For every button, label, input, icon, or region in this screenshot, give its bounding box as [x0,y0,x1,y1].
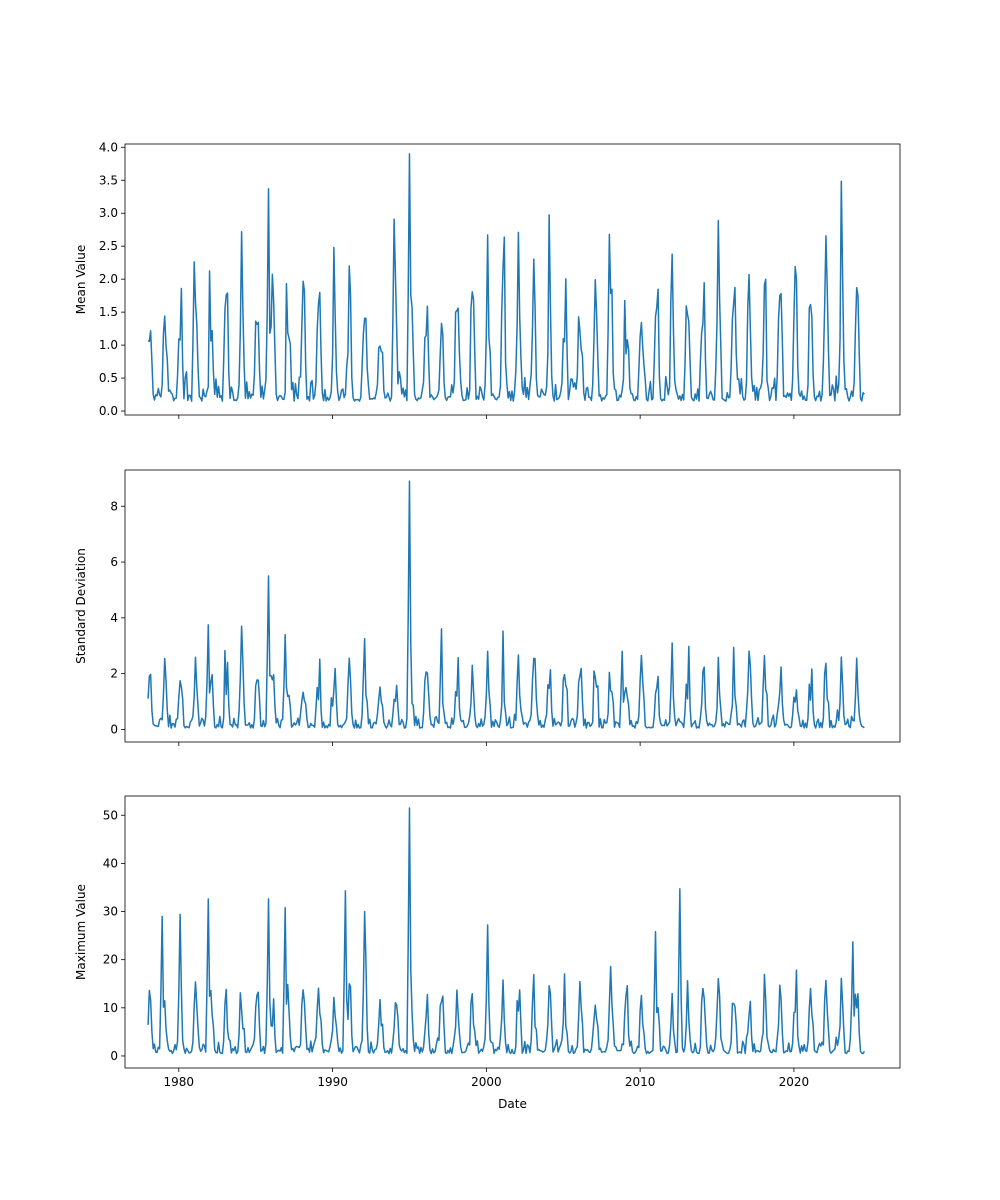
standard-deviation-axes-frame [124,469,901,743]
y-tick-label: 30 [103,905,118,919]
y-tick-label: 3.0 [99,206,118,220]
y-tick-label: 20 [103,953,118,967]
y-tick-label: 8 [110,499,118,513]
x-axis-label: Date [498,1097,527,1111]
maximum-value-series-line [147,807,866,1055]
x-tick-label: 2000 [471,1075,502,1089]
x-tick-label: 2010 [625,1075,656,1089]
y-tick-label: 1.0 [99,338,118,352]
y-tick-label: 40 [103,856,118,870]
y-tick-label: 50 [103,808,118,822]
maximum-value-panel: 1980 1990 2000 2010 2020 0 10 20 30 40 50 Maximum V… [74,795,901,1111]
standard-deviation-series-line [147,480,865,729]
mean-value-y-axis-label: Mean Value [74,245,88,314]
y-tick-label: 6 [110,555,118,569]
y-tick-label: 1.5 [99,305,118,319]
mean-value-panel: 0.0 0.5 1.0 1.5 2.0 2.5 3.0 3.5 4.0 Mean Value [74,140,901,419]
standard-deviation-panel: 0 2 4 6 8 Standard Deviation [74,469,901,746]
y-tick-label: 2.0 [99,272,118,286]
y-tick-label: 4.0 [99,140,118,154]
x-tick-label: 1980 [164,1075,195,1089]
mean-value-series-line [147,153,865,402]
y-tick-label: 0.0 [99,404,118,418]
y-tick-label: 3.5 [99,173,118,187]
y-tick-label: 2 [110,667,118,681]
maximum-value-y-axis-label: Maximum Value [74,884,88,980]
y-tick-label: 0.5 [99,371,118,385]
maximum-value-axes-frame [124,795,901,1069]
y-tick-label: 4 [110,611,118,625]
standard-deviation-y-axis-label: Standard Deviation [74,548,88,664]
y-tick-label: 0 [110,1049,118,1063]
x-tick-label: 1990 [317,1075,348,1089]
x-tick-label: 2020 [779,1075,810,1089]
y-tick-label: 2.5 [99,239,118,253]
y-tick-label: 10 [103,1001,118,1015]
y-tick-label: 0 [110,722,118,736]
